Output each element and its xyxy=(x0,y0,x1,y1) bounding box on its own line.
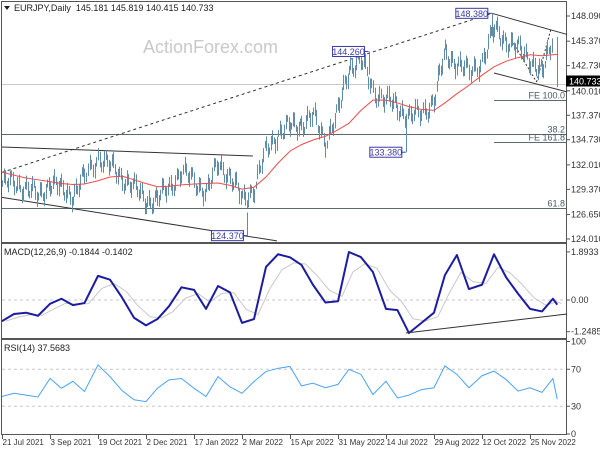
time-axis-label: 12 Oct 2022 xyxy=(483,438,527,447)
annotation-box xyxy=(455,7,489,19)
rsi-line xyxy=(1,364,558,403)
annotation-box xyxy=(369,146,403,158)
time-axis-label: 2 Mar 2022 xyxy=(243,438,284,447)
current-price-tag xyxy=(566,75,600,87)
rsi-panel-frame xyxy=(1,339,567,435)
price-panel-frame xyxy=(1,1,567,243)
price-axis-label: 148.090 xyxy=(571,11,600,21)
price-axis-label: 126.650 xyxy=(571,210,600,220)
price-axis-label: 132.010 xyxy=(571,160,600,170)
price-axis-label: 145.370 xyxy=(571,36,600,46)
current-price-label: 140.733 xyxy=(569,77,600,87)
macd-signal-line xyxy=(5,262,562,322)
fib-level-label: FE 100.0 xyxy=(528,91,565,101)
watermark: ActionForex.com xyxy=(143,37,279,57)
macd-trendline xyxy=(405,313,568,334)
annotation-label: 124.370 xyxy=(211,231,244,241)
price-bars xyxy=(2,16,558,215)
price-axis-label: 134.730 xyxy=(571,135,600,145)
time-axis-label: 31 May 2022 xyxy=(339,438,386,447)
trendline xyxy=(1,146,253,157)
price-axis-label: 140.010 xyxy=(571,87,600,97)
annotation-box xyxy=(332,45,366,57)
time-axis-label: 3 Sep 2021 xyxy=(51,438,92,447)
rsi-axis-label: 70 xyxy=(571,364,581,374)
trendline xyxy=(1,12,492,173)
rsi-header: RSI(14) 37.5683 xyxy=(4,343,71,353)
time-axis-label: 29 Aug 2022 xyxy=(435,438,480,447)
time-axis-label: 14 Jul 2022 xyxy=(387,438,429,447)
triangle-down-icon[interactable] xyxy=(4,6,10,10)
time-axis-label: 2 Dec 2021 xyxy=(147,438,188,447)
price-axis-label: 129.370 xyxy=(571,184,600,194)
time-axis-label: 17 Jan 2022 xyxy=(195,438,240,447)
price-axis-label: 124.010 xyxy=(571,234,600,244)
macd-axis-label: -1.2485 xyxy=(571,327,600,337)
rsi-axis-label: 30 xyxy=(571,401,581,411)
moving-average-line xyxy=(1,53,558,190)
rsi-axis-label: 100 xyxy=(571,337,586,347)
time-axis-label: 21 Jul 2021 xyxy=(3,438,45,447)
fib-level-label: 61.8 xyxy=(547,199,565,209)
chart-header: EURJPY,Daily 145.181 145.819 140.415 140… xyxy=(4,3,214,13)
fib-level-label: FE 161.8 xyxy=(528,133,565,143)
fib-level-label: 38.2 xyxy=(547,125,565,135)
macd-line xyxy=(1,250,559,335)
price-axis-label: 142.730 xyxy=(571,61,600,71)
macd-header: MACD(12,26,9) -0.1844 -0.1402 xyxy=(4,247,133,257)
trendline xyxy=(491,12,568,35)
macd-axis-label: 0.00 xyxy=(571,295,589,305)
rsi-axis-label: 0 xyxy=(571,429,576,439)
annotation-label: 148.380 xyxy=(456,9,489,19)
time-axis-label: 25 Nov 2022 xyxy=(531,438,577,447)
price-axis-label: 137.370 xyxy=(571,110,600,120)
annotation-label: 144.260 xyxy=(332,47,365,57)
macd-axis-label: 1.8933 xyxy=(571,247,599,257)
ohlc-values: 145.181 145.819 140.415 140.733 xyxy=(75,3,214,13)
macd-panel-frame xyxy=(1,243,567,339)
trendline xyxy=(493,72,568,93)
time-axis-label: 19 Oct 2021 xyxy=(99,438,143,447)
annotation-box xyxy=(210,230,244,242)
time-axis-label: 15 Apr 2022 xyxy=(291,438,335,447)
symbol-label: EURJPY,Daily xyxy=(14,3,71,13)
annotation-label: 133.380 xyxy=(370,148,403,158)
